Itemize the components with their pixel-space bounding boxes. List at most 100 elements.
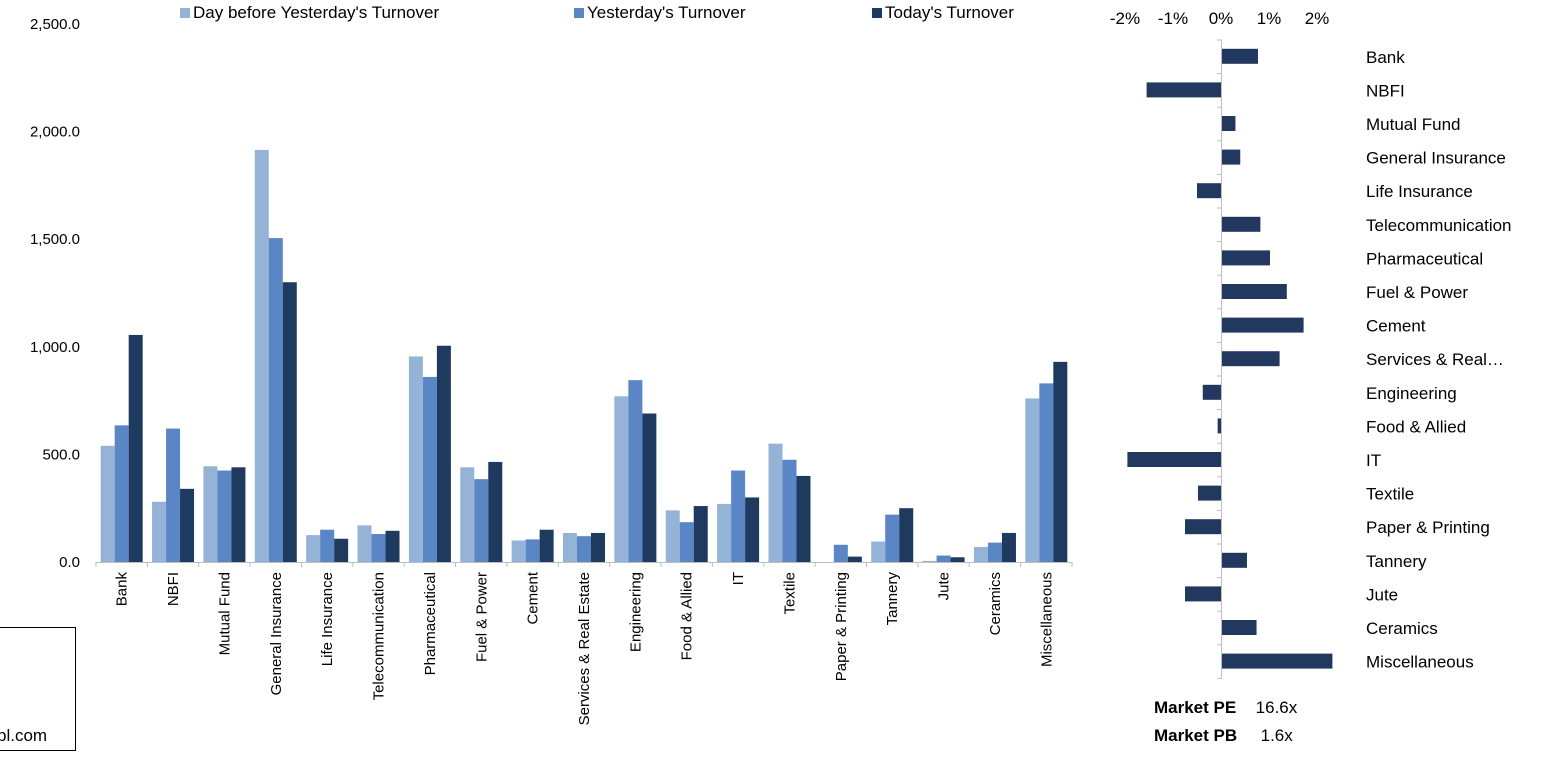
category-label: Engineering [1366,384,1457,403]
category-label: Jute [1366,585,1398,604]
category-label: Bank [1366,48,1405,67]
bar-yesterday-ceramics [987,542,1002,562]
y-tick-label: 0.0 [59,554,80,571]
change-bar-miscellaneous [1222,653,1333,669]
bar-day-before-engineering [614,396,629,562]
bar-day-before-nbfi [152,501,167,562]
change-bar-textile [1197,485,1221,501]
bar-yesterday-cement [525,539,540,562]
category-label: NBFI [1366,81,1405,100]
bar-yesterday-engineering [628,380,643,562]
x-tick-label: Cement [525,571,542,624]
bar-today-bank [128,334,143,562]
x-tick-label: General Insurance [268,572,285,695]
bar-today-tannery [899,508,914,562]
bar-today-it [745,497,760,562]
x-tick-label: Textile [781,572,798,615]
x-tick-label: Tannery [884,572,901,626]
legend-swatch-today [872,8,882,18]
category-label: Miscellaneous [1366,653,1474,672]
bar-day-before-textile [768,443,783,562]
bar-yesterday-it [731,470,746,562]
x-tick-label: 1% [1257,9,1282,28]
change-bar-ceramics [1222,620,1257,635]
x-tick-label: Jute [936,572,953,600]
category-label: Tannery [1366,552,1427,571]
bar-day-before-jute [922,560,937,562]
bar-day-before-tannery [871,541,886,562]
bar-today-engineering [642,413,657,562]
change-bar-telecommunication [1222,216,1261,232]
x-tick-label: IT [730,572,747,585]
bar-yesterday-paper-printing [833,544,848,562]
bar-today-miscellaneous [1053,361,1068,562]
market-pb-label: Market PB [1154,726,1238,745]
bar-yesterday-fuel-power [474,479,489,562]
bar-day-before-cement [511,540,526,562]
change-bar-mutual-fund [1222,116,1236,131]
bar-day-before-fuel-power [460,467,475,562]
change-bar-engineering [1202,384,1221,400]
bar-yesterday-general-insurance [268,238,283,562]
change-bar-jute [1185,586,1221,602]
x-tick-label: Services & Real Estate [576,572,593,725]
change-bar-fuel-power [1222,284,1287,299]
x-tick-label: -1% [1158,9,1188,28]
bar-day-before-food-allied [665,510,680,562]
bar-today-food-allied [693,506,708,562]
legend-swatch-day-before [180,8,190,18]
x-tick-label: Pharmaceutical [422,572,439,675]
x-tick-label: 2% [1305,9,1330,28]
bar-yesterday-jute [936,555,951,562]
info-box: pl.com [0,627,76,751]
x-tick-label: Telecommunication [371,572,388,700]
change-bar-nbfi [1146,82,1221,98]
bar-day-before-telecommunication [357,525,372,562]
bar-yesterday-food-allied [679,522,694,562]
bar-yesterday-services-real-estate [577,536,591,562]
bar-day-before-mutual-fund [203,466,218,562]
category-label: Mutual Fund [1366,115,1461,134]
change-bar-tannery [1222,552,1247,568]
y-tick-label: 2,500.0 [30,16,80,33]
change-bar-pharmaceutical [1222,250,1270,266]
category-label: Fuel & Power [1366,283,1468,302]
x-tick-label: Ceramics [987,572,1004,635]
category-label: Textile [1366,485,1414,504]
market-pe-label: Market PE [1154,698,1237,717]
bar-today-telecommunication [385,530,400,562]
bar-today-fuel-power [488,461,503,562]
bar-yesterday-textile [782,459,797,562]
legend-label-day-before: Day before Yesterday's Turnover [193,3,439,22]
change-bar-life-insurance [1197,183,1221,199]
category-label: Cement [1366,317,1426,336]
category-label: Services & Real… [1366,350,1504,369]
bar-yesterday-life-insurance [320,529,335,562]
bar-day-before-services-real-estate [563,532,577,562]
x-tick-label: NBFI [165,572,182,606]
x-tick-label: Life Insurance [319,572,336,666]
category-label: Ceramics [1366,619,1438,638]
bar-day-before-general-insurance [254,149,269,562]
y-tick-label: 2,000.0 [30,124,80,141]
bar-yesterday-tannery [885,514,900,562]
category-label: Pharmaceutical [1366,249,1483,268]
market-pe-value: 16.6x [1255,698,1298,717]
bar-today-mutual-fund [231,467,246,562]
y-tick-label: 1,500.0 [30,231,80,248]
bar-yesterday-miscellaneous [1039,383,1054,562]
bar-day-before-miscellaneous [1025,398,1040,562]
y-tick-label: 500.0 [42,446,80,463]
turnover-legend: Day before Yesterday's Turnover Yesterday… [180,3,1014,22]
bar-yesterday-mutual-fund [217,470,232,562]
bar-today-services-real-estate [591,532,605,562]
x-tick-label: Paper & Printing [833,572,850,681]
bar-today-life-insurance [334,538,349,562]
x-tick-label: Miscellaneous [1038,572,1055,667]
category-label: Telecommunication [1366,216,1512,235]
sector-change-bar-chart: -2% -1% 0% 1% 2% Bank NBFI Mutual Fund General I… [1110,9,1512,679]
change-bar-food-allied [1217,418,1221,434]
bar-day-before-ceramics [973,546,988,562]
x-tick-label: Bank [114,572,131,607]
